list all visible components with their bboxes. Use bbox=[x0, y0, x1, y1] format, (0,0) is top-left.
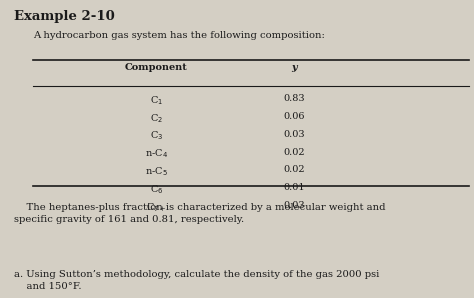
Text: C$_6$: C$_6$ bbox=[150, 183, 163, 196]
Text: C$_2$: C$_2$ bbox=[150, 112, 163, 125]
Text: Example 2-10: Example 2-10 bbox=[14, 10, 115, 24]
Text: n-C$_5$: n-C$_5$ bbox=[145, 165, 168, 178]
Text: C$_1$: C$_1$ bbox=[150, 94, 163, 107]
Text: A hydrocarbon gas system has the following composition:: A hydrocarbon gas system has the followi… bbox=[33, 31, 325, 40]
Text: 0.02: 0.02 bbox=[283, 148, 305, 156]
Text: a. Using Sutton’s methodology, calculate the density of the gas 2000 psi
    and: a. Using Sutton’s methodology, calculate… bbox=[14, 270, 380, 291]
Text: Component: Component bbox=[125, 63, 188, 72]
Text: y: y bbox=[291, 63, 297, 72]
Text: The heptanes-plus fraction is characterized by a molecular weight and
specific g: The heptanes-plus fraction is characteri… bbox=[14, 203, 386, 224]
Text: 0.02: 0.02 bbox=[283, 165, 305, 174]
Text: C$_3$: C$_3$ bbox=[150, 130, 163, 142]
Text: 0.01: 0.01 bbox=[283, 183, 305, 192]
Text: 0.06: 0.06 bbox=[283, 112, 305, 121]
Text: 0.03: 0.03 bbox=[283, 201, 305, 210]
Text: 0.03: 0.03 bbox=[283, 130, 305, 139]
Text: C$_{7+}$: C$_{7+}$ bbox=[146, 201, 166, 214]
Text: n-C$_4$: n-C$_4$ bbox=[145, 148, 168, 160]
Text: 0.83: 0.83 bbox=[283, 94, 305, 103]
